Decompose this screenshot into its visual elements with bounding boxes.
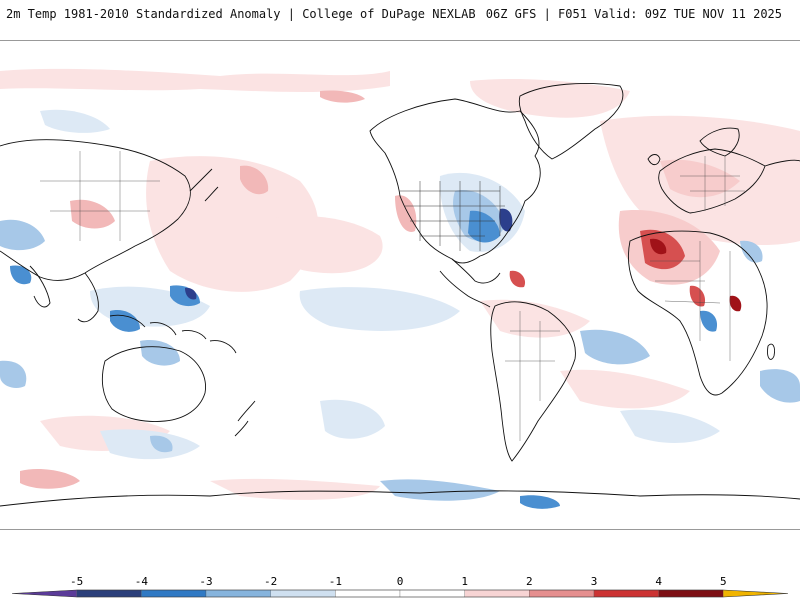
cold-anomaly-area <box>100 429 200 460</box>
legend-tick-label: 1 <box>461 575 468 588</box>
scandinavia-outline <box>699 127 740 157</box>
warm-anomaly-area <box>320 90 365 103</box>
legend-bin <box>76 589 142 598</box>
warm-anomaly-area <box>509 270 526 288</box>
cold-anomaly-area <box>299 287 460 331</box>
legend-bin <box>593 589 659 598</box>
legend-bin <box>658 589 724 598</box>
country-border <box>650 241 731 361</box>
country-border <box>680 156 745 211</box>
greenland-outline <box>518 83 624 160</box>
warm-anomaly-area <box>395 195 417 232</box>
warm-anomaly-area <box>729 295 742 312</box>
southeast-asia-outline <box>77 272 99 323</box>
legend-bin <box>335 589 401 598</box>
cold-anomaly-area <box>580 329 650 365</box>
indonesia-outline <box>109 314 237 354</box>
legend-canvas: -5 -4 -3 -2 -1 0 1 2 3 4 5 <box>11 575 789 598</box>
anomaly-map[interactable] <box>0 40 800 530</box>
legend-bin <box>141 589 207 598</box>
warm-anomaly-area <box>210 478 380 500</box>
warm-anomaly-area <box>20 469 80 489</box>
legend-tick-label: -5 <box>70 575 83 588</box>
cold-anomaly-area <box>320 399 385 439</box>
legend-extend-max <box>723 590 788 597</box>
state-border <box>419 181 501 251</box>
cold-anomaly-area <box>760 369 800 403</box>
warm-anomaly-area <box>0 68 390 93</box>
product-title: 2m Temp 1981-2010 Standardized Anomaly |… <box>6 7 476 21</box>
south-america-outline <box>490 301 576 462</box>
antarctica-outline <box>0 490 800 507</box>
legend-tick-label: -2 <box>264 575 277 588</box>
warm-anomaly-area <box>660 159 740 198</box>
cold-anomaly-area <box>520 495 560 509</box>
legend-tick-label: 4 <box>655 575 662 588</box>
legend-extend-min <box>12 590 77 597</box>
british-isles-outline <box>647 154 661 166</box>
cold-anomaly-area <box>380 479 500 501</box>
legend-tick-label: 5 <box>720 575 727 588</box>
legend-outline <box>11 589 789 598</box>
new-zealand-outline <box>234 400 256 437</box>
legend-tick-label: 0 <box>397 575 404 588</box>
warm-anomaly-area <box>650 238 667 255</box>
australia-outline <box>101 346 206 422</box>
japan-outline <box>189 168 219 202</box>
legend-tick-label: -1 <box>329 575 342 588</box>
cold-anomaly-area <box>40 109 110 133</box>
cold-anomaly-area <box>140 340 180 366</box>
legend-bin <box>205 589 271 598</box>
map-header: 2m Temp 1981-2010 Standardized Anomaly |… <box>0 0 800 40</box>
central-america-outline <box>439 270 491 308</box>
model-run-info: 06Z GFS | F051 Valid: 09Z TUE NOV 11 202… <box>485 7 782 21</box>
cold-anomaly-area <box>185 287 197 300</box>
cold-anomaly-area <box>740 240 763 263</box>
legend-tick-label: -3 <box>199 575 212 588</box>
legend-tick-label: 2 <box>526 575 533 588</box>
asia-outline <box>0 139 191 281</box>
cold-anomaly-area <box>468 210 500 243</box>
legend-bin <box>270 589 336 598</box>
legend-bin <box>529 589 595 598</box>
cold-anomaly-area <box>620 409 720 443</box>
warm-anomaly-area <box>560 369 690 409</box>
warm-anomaly-area <box>480 299 590 338</box>
legend-tick-label: -4 <box>135 575 149 588</box>
cold-anomaly-area <box>150 435 173 453</box>
state-border <box>400 190 505 237</box>
world-map-canvas <box>0 68 800 509</box>
warm-anomaly-area <box>240 165 269 195</box>
country-border <box>505 311 560 441</box>
color-scale-legend: -5 -4 -3 -2 -1 0 1 2 3 4 5 <box>0 570 800 600</box>
africa-outline <box>627 230 768 396</box>
country-border <box>40 151 160 241</box>
asia-east-outline <box>764 159 800 167</box>
europe-outline <box>658 148 766 214</box>
cold-anomaly-area <box>0 360 27 388</box>
cold-anomaly-area <box>0 219 45 251</box>
cold-anomaly-area <box>10 265 32 285</box>
country-borders <box>40 151 745 441</box>
legend-bin <box>399 589 465 598</box>
india-outline <box>29 265 51 308</box>
legend-tick-label: 3 <box>591 575 598 588</box>
gulf-coast-outline <box>451 258 501 284</box>
legend-bin <box>464 589 530 598</box>
us-state-borders <box>400 181 505 251</box>
warm-anomaly-area <box>470 79 630 118</box>
warm-anomaly-area <box>260 216 383 274</box>
warm-anomaly-area <box>70 199 115 229</box>
cold-anomaly-area <box>499 208 513 232</box>
north-america-outline <box>369 98 541 264</box>
anomaly-shading <box>0 68 800 509</box>
warm-anomaly-area <box>689 285 706 307</box>
madagascar-outline <box>767 343 775 360</box>
coastlines <box>0 83 800 507</box>
cold-anomaly-area <box>700 310 718 332</box>
